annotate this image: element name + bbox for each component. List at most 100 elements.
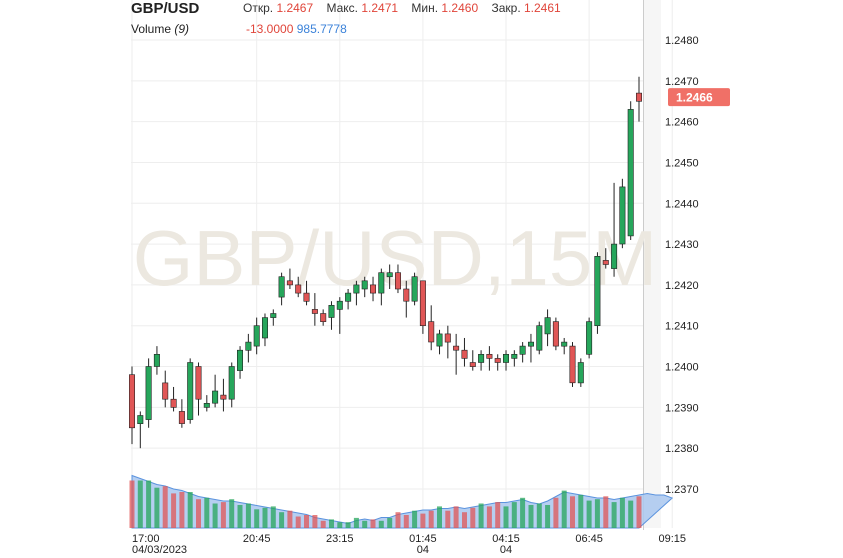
candle bbox=[353, 280, 360, 306]
x-tick-label: 20:45 bbox=[243, 533, 271, 545]
candle-body bbox=[353, 284, 360, 294]
volume-bar bbox=[462, 512, 467, 528]
ohlc-legend: Откр. 1.2467 Макс. 1.2471 Мин. 1.2460 За… bbox=[243, 1, 561, 15]
volume-bar bbox=[553, 497, 559, 528]
volume-bar bbox=[295, 516, 301, 528]
candle bbox=[361, 276, 368, 298]
candle bbox=[611, 182, 618, 277]
candle-body bbox=[237, 349, 244, 371]
candle bbox=[544, 309, 551, 347]
candle-body bbox=[411, 276, 418, 302]
y-tick-label: 1.2420 bbox=[665, 280, 699, 292]
volume-bar bbox=[262, 507, 268, 528]
volume-bar bbox=[279, 512, 285, 528]
volume-bar bbox=[495, 502, 501, 528]
candle bbox=[145, 358, 152, 428]
candle-body bbox=[270, 313, 277, 318]
candle-body bbox=[245, 341, 252, 351]
candle bbox=[212, 374, 219, 408]
volume-bar bbox=[378, 520, 384, 528]
x-tick-sublabel: 04 bbox=[417, 544, 429, 556]
y-tick-label: 1.2380 bbox=[665, 443, 699, 455]
candle-body bbox=[486, 353, 493, 359]
y-tick-label: 1.2390 bbox=[665, 402, 699, 414]
volume-bar bbox=[162, 486, 168, 528]
volume-label: Volume bbox=[131, 22, 172, 36]
volume-legend[interactable]: Volume (9) bbox=[131, 22, 189, 36]
volume-bar bbox=[511, 502, 517, 528]
candle-body bbox=[361, 280, 368, 290]
volume-bar bbox=[545, 505, 551, 528]
volume-period: (9) bbox=[174, 22, 190, 36]
candle-body bbox=[328, 304, 335, 318]
candle bbox=[187, 358, 194, 424]
candle bbox=[278, 272, 285, 306]
candle bbox=[419, 280, 426, 334]
volume-bar bbox=[486, 506, 492, 528]
candle bbox=[129, 366, 136, 445]
x-tick-sublabel: 04/03/2023 bbox=[132, 544, 187, 556]
candle-body bbox=[153, 353, 160, 367]
candle-body bbox=[162, 382, 169, 400]
y-tick-label: 1.2370 bbox=[665, 484, 699, 496]
y-tick-label: 1.2410 bbox=[665, 321, 699, 333]
candle-body bbox=[494, 358, 501, 363]
volume-bar bbox=[520, 497, 526, 528]
candle bbox=[635, 76, 642, 122]
candle-body bbox=[220, 394, 227, 400]
candle bbox=[320, 309, 327, 326]
volume-bar bbox=[387, 517, 393, 528]
candle-body bbox=[386, 272, 393, 278]
candle-body bbox=[278, 276, 285, 298]
candle-body bbox=[544, 317, 551, 335]
candle-body bbox=[586, 321, 593, 355]
volume-bar bbox=[636, 496, 642, 528]
candle-body bbox=[178, 411, 185, 424]
volume-bar bbox=[129, 480, 135, 528]
volume-bar bbox=[586, 500, 592, 528]
candle-body bbox=[295, 284, 302, 294]
candle-body bbox=[261, 317, 268, 339]
candle bbox=[619, 178, 626, 249]
candle bbox=[403, 280, 410, 318]
candle-body bbox=[469, 362, 476, 367]
candle bbox=[245, 333, 252, 363]
y-tick-label: 1.2450 bbox=[665, 157, 699, 169]
x-tick-label: 06:45 bbox=[575, 533, 603, 545]
x-tick-label: 17:00 bbox=[132, 533, 160, 545]
y-tick-label: 1.2480 bbox=[665, 35, 699, 47]
candle bbox=[369, 276, 376, 302]
volume-bar bbox=[187, 492, 193, 528]
candle-body bbox=[369, 284, 376, 294]
candle bbox=[228, 362, 235, 408]
high-label: Макс. bbox=[326, 1, 359, 15]
volume-bar bbox=[445, 510, 451, 528]
volume-bar bbox=[594, 499, 600, 528]
candle bbox=[378, 268, 385, 306]
close-label: Закр. bbox=[491, 1, 521, 15]
candle-body bbox=[170, 398, 177, 408]
candle bbox=[428, 305, 435, 351]
candle bbox=[195, 362, 202, 416]
volume-bar bbox=[370, 519, 376, 528]
candle bbox=[586, 317, 593, 359]
candle bbox=[328, 301, 335, 330]
candle bbox=[270, 309, 277, 326]
volume-bar bbox=[312, 515, 318, 528]
volume-bar bbox=[204, 497, 210, 528]
candle-body bbox=[502, 353, 509, 363]
candle-body bbox=[228, 366, 235, 400]
candle bbox=[569, 342, 576, 387]
volume-bar bbox=[437, 506, 442, 528]
volume-bar bbox=[137, 480, 143, 528]
candle bbox=[237, 346, 244, 379]
y-tick-label: 1.2440 bbox=[665, 198, 699, 210]
high-value: 1.2471 bbox=[361, 1, 399, 15]
volume-bar bbox=[196, 499, 201, 528]
x-tick-label: 01:45 bbox=[409, 533, 437, 545]
volume-bar bbox=[503, 506, 509, 528]
volume-bar bbox=[171, 493, 177, 528]
candle bbox=[486, 346, 493, 371]
candle bbox=[253, 317, 260, 355]
